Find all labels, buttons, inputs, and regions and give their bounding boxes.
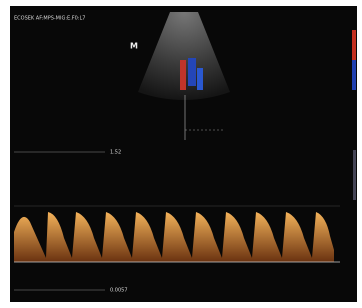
header-text: ECOSEK AF:MPS-MIG:E.F0:L7 bbox=[14, 16, 86, 22]
scale-label: 1.52 bbox=[110, 150, 121, 156]
color-scale bbox=[352, 30, 356, 60]
color-flow bbox=[180, 60, 186, 90]
color-flow bbox=[197, 68, 203, 90]
color-flow bbox=[188, 58, 196, 86]
color-scale bbox=[352, 60, 356, 90]
orientation-marker: M bbox=[130, 42, 138, 51]
gray-scale bbox=[353, 150, 356, 200]
ultrasound-screen: ECOSEK AF:MPS-MIG:E.F0:L7 M 1.52 0.0057 bbox=[0, 0, 362, 308]
scale-label: 0.0057 bbox=[110, 288, 128, 294]
page: {"header": {"text": "ECOSEK AF:MPS-MIG:E… bbox=[0, 0, 362, 308]
